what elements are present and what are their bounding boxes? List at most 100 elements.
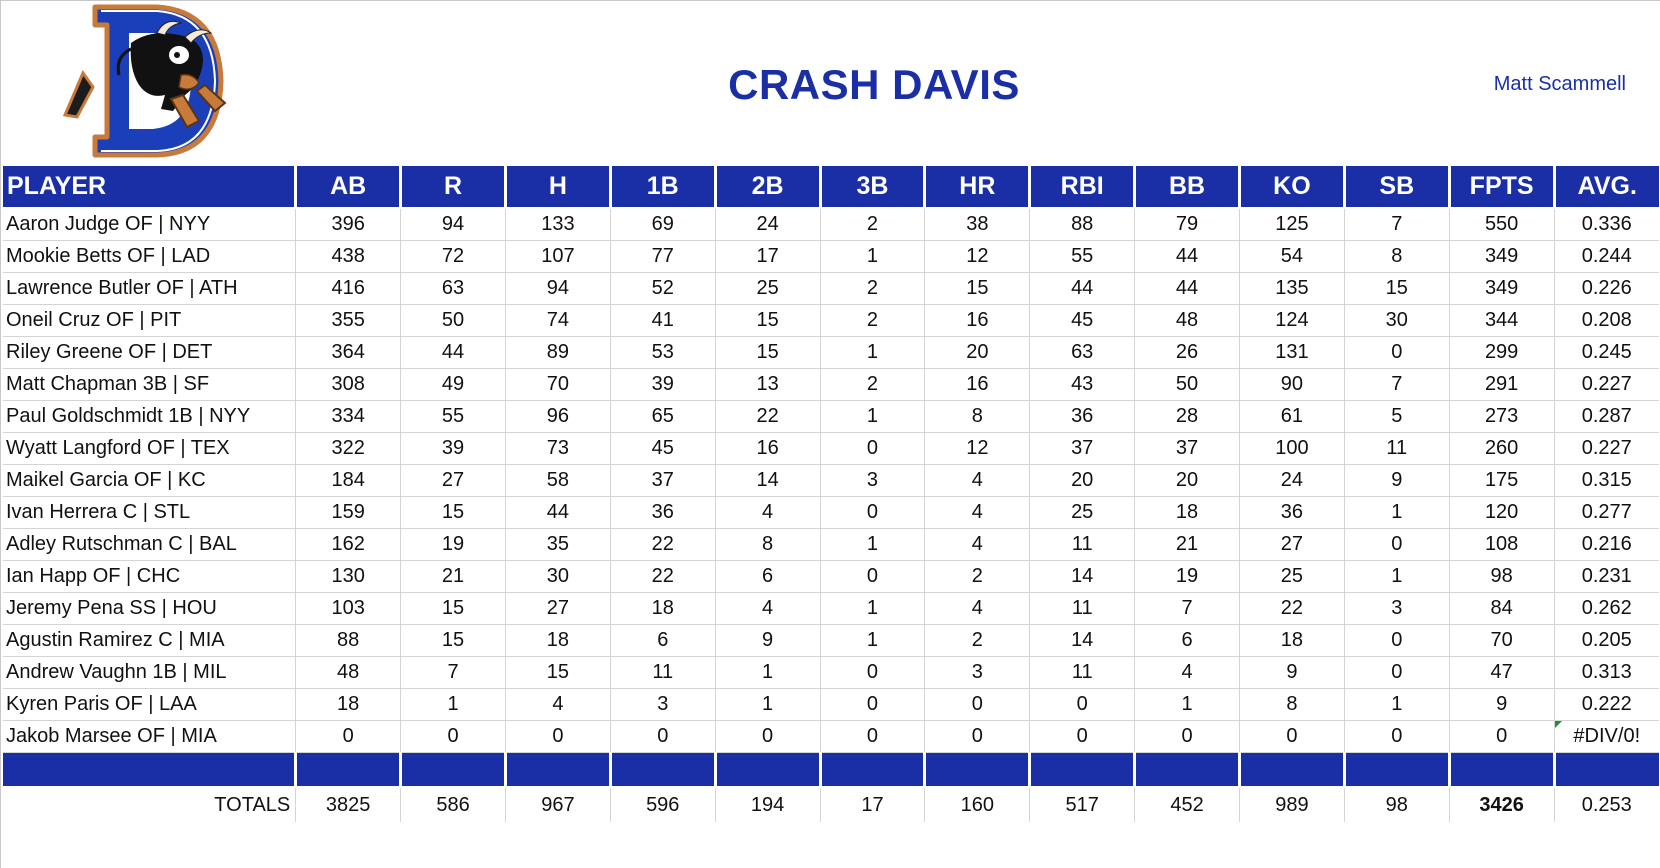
cell-hr[interactable]: 4	[924, 528, 1031, 561]
cell-sb[interactable]: 0	[1344, 336, 1450, 369]
cell-3b[interactable]: 1	[820, 336, 926, 369]
cell-r[interactable]: 15	[400, 592, 506, 625]
cell-r[interactable]: 0	[400, 720, 506, 753]
cell-ko[interactable]: 90	[1239, 368, 1345, 401]
cell-2b[interactable]: 8	[715, 528, 821, 561]
cell-avg[interactable]: 0.336	[1554, 208, 1659, 241]
total-3b[interactable]: 17	[820, 787, 926, 822]
cell-r[interactable]: 55	[400, 400, 506, 433]
cell-2b[interactable]: 0	[715, 720, 821, 753]
cell-ab[interactable]: 355	[295, 304, 402, 337]
cell-h[interactable]: 4	[505, 688, 611, 721]
column-header-3b[interactable]: 3B	[820, 166, 927, 209]
cell-hr[interactable]: 16	[924, 368, 1031, 401]
cell-bb[interactable]: 48	[1134, 304, 1240, 337]
cell-hr[interactable]: 15	[924, 272, 1031, 305]
cell-hr[interactable]: 0	[924, 720, 1031, 753]
cell-h[interactable]: 133	[505, 208, 611, 241]
cell-bb[interactable]: 79	[1134, 208, 1240, 241]
cell-ko[interactable]: 24	[1239, 464, 1345, 497]
cell-bb[interactable]: 6	[1134, 624, 1240, 657]
cell-player[interactable]: Kyren Paris OF | LAA	[3, 688, 297, 721]
cell-rbi[interactable]: 14	[1029, 624, 1136, 657]
cell-3b[interactable]: 0	[820, 656, 926, 689]
cell-player[interactable]: Aaron Judge OF | NYY	[3, 208, 297, 241]
cell-1b[interactable]: 18	[610, 592, 716, 625]
cell-1b[interactable]: 45	[610, 432, 716, 465]
cell-ko[interactable]: 0	[1239, 720, 1345, 753]
cell-rbi[interactable]: 44	[1029, 272, 1136, 305]
cell-fpts[interactable]: 9	[1449, 688, 1555, 721]
cell-bb[interactable]: 21	[1134, 528, 1240, 561]
separator-cell[interactable]	[295, 752, 403, 788]
cell-ko[interactable]: 8	[1239, 688, 1345, 721]
cell-rbi[interactable]: 88	[1029, 208, 1136, 241]
cell-avg[interactable]: 0.313	[1554, 656, 1659, 689]
cell-1b[interactable]: 0	[610, 720, 716, 753]
column-header-hr[interactable]: HR	[924, 166, 1032, 209]
cell-2b[interactable]: 22	[715, 400, 821, 433]
total-bb[interactable]: 452	[1134, 787, 1240, 822]
cell-ab[interactable]: 396	[295, 208, 402, 241]
cell-avg[interactable]: 0.262	[1554, 592, 1659, 625]
separator-cell[interactable]	[505, 752, 612, 788]
cell-hr[interactable]: 38	[924, 208, 1031, 241]
cell-2b[interactable]: 24	[715, 208, 821, 241]
cell-bb[interactable]: 44	[1134, 272, 1240, 305]
cell-avg[interactable]: 0.245	[1554, 336, 1659, 369]
column-header-h[interactable]: H	[505, 166, 612, 209]
cell-fpts[interactable]: 175	[1449, 464, 1555, 497]
cell-fpts[interactable]: 98	[1449, 560, 1555, 593]
cell-avg[interactable]: 0.226	[1554, 272, 1659, 305]
separator-cell[interactable]	[1554, 752, 1659, 788]
cell-r[interactable]: 1	[400, 688, 506, 721]
cell-bb[interactable]: 19	[1134, 560, 1240, 593]
cell-player[interactable]: Adley Rutschman C | BAL	[3, 528, 297, 561]
cell-sb[interactable]: 0	[1344, 656, 1450, 689]
cell-hr[interactable]: 0	[924, 688, 1031, 721]
cell-1b[interactable]: 77	[610, 240, 716, 273]
cell-hr[interactable]: 4	[924, 464, 1031, 497]
cell-3b[interactable]: 1	[820, 240, 926, 273]
cell-fpts[interactable]: 47	[1449, 656, 1555, 689]
cell-avg[interactable]: 0.227	[1554, 368, 1659, 401]
cell-sb[interactable]: 3	[1344, 592, 1450, 625]
cell-1b[interactable]: 11	[610, 656, 716, 689]
cell-h[interactable]: 27	[505, 592, 611, 625]
cell-fpts[interactable]: 260	[1449, 432, 1555, 465]
cell-ab[interactable]: 308	[295, 368, 402, 401]
cell-sb[interactable]: 30	[1344, 304, 1450, 337]
separator-cell[interactable]	[1029, 752, 1137, 788]
cell-ko[interactable]: 27	[1239, 528, 1345, 561]
cell-h[interactable]: 58	[505, 464, 611, 497]
cell-rbi[interactable]: 0	[1029, 688, 1136, 721]
total-avg[interactable]: 0.253	[1581, 793, 1632, 816]
cell-avg-error[interactable]: #DIV/0!	[1554, 720, 1659, 753]
cell-sb[interactable]: 0	[1344, 528, 1450, 561]
cell-player[interactable]: Wyatt Langford OF | TEX	[3, 432, 297, 465]
cell-hr[interactable]: 4	[924, 496, 1031, 529]
cell-bb[interactable]: 28	[1134, 400, 1240, 433]
cell-fpts[interactable]: 273	[1449, 400, 1555, 433]
cell-player[interactable]: Oneil Cruz OF | PIT	[3, 304, 297, 337]
cell-sb[interactable]: 1	[1344, 688, 1450, 721]
cell-sb[interactable]: 15	[1344, 272, 1450, 305]
cell-hr[interactable]: 12	[924, 240, 1031, 273]
cell-3b[interactable]: 0	[820, 496, 926, 529]
cell-2b[interactable]: 9	[715, 624, 821, 657]
cell-h[interactable]: 94	[505, 272, 611, 305]
cell-bb[interactable]: 44	[1134, 240, 1240, 273]
cell-r[interactable]: 19	[400, 528, 506, 561]
cell-rbi[interactable]: 0	[1029, 720, 1136, 753]
cell-1b[interactable]: 37	[610, 464, 716, 497]
cell-sb[interactable]: 11	[1344, 432, 1450, 465]
cell-bb[interactable]: 20	[1134, 464, 1240, 497]
cell-3b[interactable]: 0	[820, 432, 926, 465]
cell-3b[interactable]: 0	[820, 688, 926, 721]
cell-ko[interactable]: 54	[1239, 240, 1345, 273]
cell-h[interactable]: 35	[505, 528, 611, 561]
cell-sb[interactable]: 8	[1344, 240, 1450, 273]
cell-avg[interactable]: 0.208	[1554, 304, 1659, 337]
cell-r[interactable]: 15	[400, 624, 506, 657]
cell-bb[interactable]: 26	[1134, 336, 1240, 369]
